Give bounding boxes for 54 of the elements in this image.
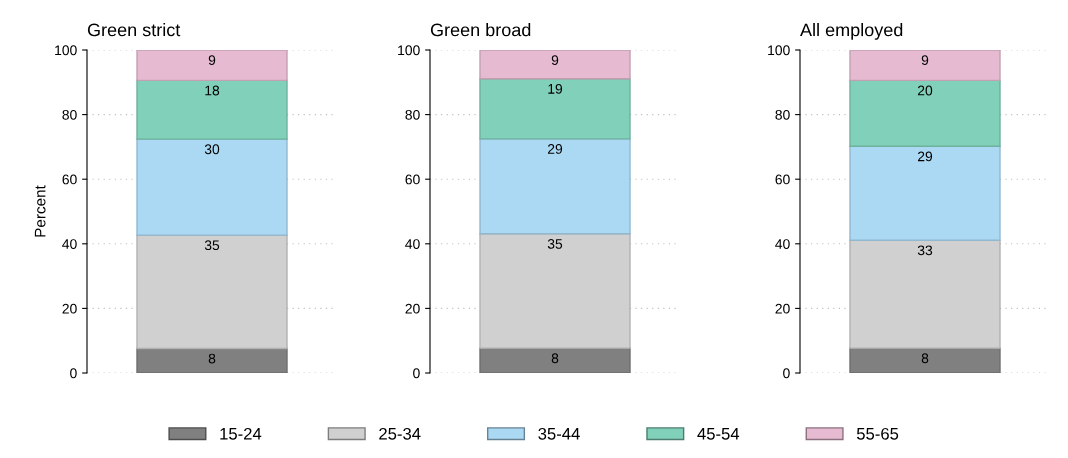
data-label: 18 (205, 85, 220, 96)
data-label: 29 (547, 144, 563, 154)
y-tick-label: 100 (768, 45, 790, 56)
data-label: 8 (208, 353, 216, 364)
y-tick-label: 80 (405, 109, 420, 120)
y-tick-label: 60 (405, 174, 420, 185)
legend-label: 35-44 (538, 427, 580, 440)
y-tick-label: 40 (775, 239, 790, 249)
data-label: 35 (547, 238, 563, 249)
y-tick-label: 40 (405, 239, 420, 249)
data-label: 33 (917, 245, 933, 256)
data-label: 29 (917, 151, 933, 162)
y-tick-label: 100 (398, 45, 420, 56)
data-label: 19 (548, 83, 563, 94)
data-label: 9 (208, 55, 216, 66)
y-tick-label: 80 (62, 109, 77, 120)
y-tick-label: 60 (62, 174, 77, 185)
legend-label: 55-65 (856, 427, 899, 440)
bar (849, 145, 1001, 241)
bar (136, 79, 288, 140)
y-tick-label: 0 (70, 368, 77, 379)
y-tick-label: 0 (783, 368, 790, 379)
data-label: 9 (551, 55, 559, 66)
bar (136, 50, 288, 82)
data-label: 35 (204, 240, 220, 251)
y-tick-label: 100 (55, 45, 77, 56)
y-tick-label: 20 (405, 303, 420, 314)
chart-title: Green strict (87, 23, 181, 37)
legend-label: 25-34 (379, 427, 421, 440)
y-tick-label: 20 (62, 303, 77, 314)
bar (479, 50, 631, 80)
y-tick-label: 40 (62, 239, 77, 249)
legend-label: 15-24 (220, 427, 262, 440)
y-tick-label: 80 (775, 109, 790, 120)
bar (479, 347, 631, 373)
data-label: 8 (551, 353, 559, 364)
y-tick-label: 20 (775, 303, 790, 314)
bar (849, 347, 1001, 373)
chart-title: Green broad (430, 23, 531, 37)
data-label: 30 (204, 144, 220, 155)
bar (849, 50, 1001, 82)
y-tick-label: 60 (775, 174, 790, 185)
chart-title: All employed (800, 23, 903, 40)
data-label: 8 (921, 353, 929, 364)
legend-label: 45-54 (697, 428, 740, 440)
bar (136, 138, 288, 236)
y-tick-label: 0 (413, 368, 420, 379)
y-axis-title: Percent (34, 185, 46, 237)
bar (479, 138, 631, 235)
bar (136, 347, 288, 373)
data-label: 20 (917, 85, 933, 96)
bar (849, 79, 1001, 147)
data-label: 9 (921, 55, 929, 66)
bar (479, 78, 631, 140)
